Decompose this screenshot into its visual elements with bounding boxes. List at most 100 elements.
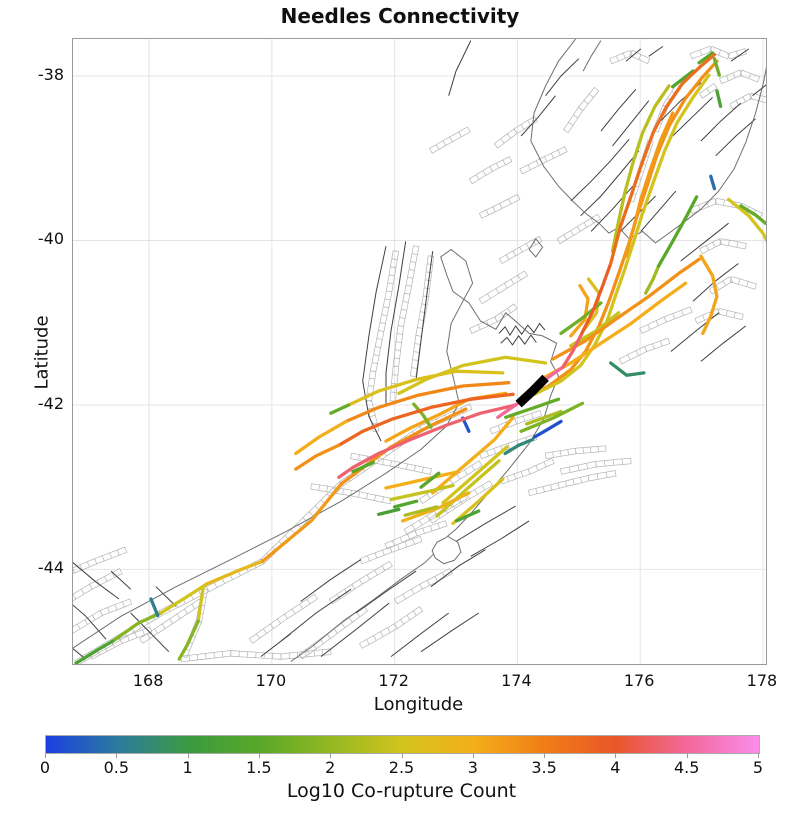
y-tick-label: -42 [37, 393, 64, 413]
fault-section-ladder [559, 457, 632, 475]
fault-section-ladder [499, 457, 555, 485]
fault-trace [320, 602, 390, 657]
colorbar-tick-label: 4.5 [673, 758, 700, 777]
rupture-path [351, 460, 375, 474]
fault-section-ladder [563, 86, 600, 134]
rupture-path [561, 334, 583, 369]
colorbar-tick-mark [187, 753, 189, 758]
fault-trace [110, 570, 132, 590]
rupture-path [531, 73, 711, 397]
rupture-path [337, 403, 518, 479]
fault-section-ladder [73, 598, 133, 634]
fault-section-ladder [328, 560, 393, 605]
coastline [431, 536, 462, 565]
fault-trace [390, 612, 449, 657]
x-tick-label: 170 [255, 671, 287, 690]
coastline [582, 40, 602, 72]
fault-section-ladder [652, 83, 682, 133]
coastline [528, 237, 544, 258]
rupture-path [610, 84, 671, 253]
rupture-path [451, 477, 505, 526]
fault-section-ladder [489, 410, 543, 435]
fault-trace [625, 48, 642, 62]
colorbar-tick-label: 2 [325, 758, 336, 777]
coastline [290, 553, 435, 662]
rupture-path [74, 639, 115, 664]
colorbar-tick-label: 1.5 [246, 758, 272, 777]
rupture-path [441, 445, 509, 505]
colorbar-tick-label: 5 [752, 758, 764, 777]
rupture-path [204, 559, 265, 586]
colorbar-tick-label: 0 [39, 758, 51, 777]
fault-section-ladder [556, 213, 601, 245]
fault-section-ladder [689, 197, 763, 219]
fault-trace [415, 251, 434, 380]
fault-trace [672, 97, 713, 137]
fault-trace [362, 246, 387, 442]
fault-trace [752, 84, 766, 97]
x-tick-label: 176 [623, 671, 655, 690]
rupture-path [403, 505, 439, 517]
rupture-path [196, 585, 205, 623]
fault-trace [648, 45, 664, 57]
fault-trace [260, 633, 292, 657]
rupture-path [435, 459, 501, 518]
fault-trace [640, 190, 677, 232]
rupture-path [569, 284, 590, 338]
rupture-path [671, 69, 695, 89]
fault-section-ladder [493, 115, 538, 149]
fault-section-ladder [527, 470, 617, 497]
coastline [73, 248, 474, 649]
colorbar-tick-mark [686, 753, 688, 758]
fault-section-ladder [393, 568, 453, 605]
fault-section-ladder [544, 445, 607, 460]
rupture-path [389, 483, 455, 502]
fault-trace [520, 95, 556, 137]
fault-section-ladder [729, 92, 766, 110]
rupture-path [551, 257, 701, 361]
y-axis-label: Latitude [31, 315, 53, 390]
rupture-path [578, 261, 613, 338]
fault-trace [73, 648, 87, 660]
rupture-path [697, 51, 715, 65]
rupture-path [392, 499, 419, 509]
fault-trace [73, 604, 107, 640]
rupture-path [329, 403, 351, 415]
fault-trace [420, 612, 479, 653]
fault-trace [470, 520, 530, 557]
fault-trace [73, 562, 120, 600]
chart-title: Needles Connectivity [280, 4, 520, 28]
fault-section-ladder [310, 483, 392, 505]
colorbar-tick-label: 3 [467, 758, 478, 777]
rupture-path [294, 443, 341, 471]
colorbar-tick-mark [116, 753, 118, 758]
fault-section-ladder [699, 238, 747, 255]
rupture-path [337, 392, 515, 447]
rupture-path [400, 491, 471, 523]
rupture-path [699, 254, 719, 336]
colorbar-tick-label: 0.5 [103, 758, 130, 777]
colorbar-tick-label: 1 [182, 758, 193, 777]
colorbar-tick-label: 4 [610, 758, 621, 777]
fault-trace [355, 570, 417, 614]
fault-trace [580, 150, 640, 217]
rupture-path [384, 469, 461, 490]
rupture-path [715, 89, 723, 109]
fault-section-ladder [359, 535, 423, 565]
fault-section-ladder [639, 306, 693, 334]
fault-trace [448, 40, 472, 96]
rupture-path [344, 381, 511, 424]
rupture-path [149, 597, 160, 618]
fault-trace [498, 322, 546, 337]
fault-trace [600, 88, 637, 132]
fault-section-ladder [469, 303, 518, 334]
x-tick-label: 178 [746, 671, 778, 690]
rupture-path [644, 264, 661, 295]
rupture-path [539, 281, 688, 382]
rupture-path [609, 52, 717, 266]
x-axis-label: Longitude [373, 694, 464, 715]
y-tick-label: -44 [37, 558, 64, 578]
rupture-path [609, 361, 646, 377]
fault-trace [700, 102, 742, 142]
fault-section-ladder [478, 270, 528, 305]
